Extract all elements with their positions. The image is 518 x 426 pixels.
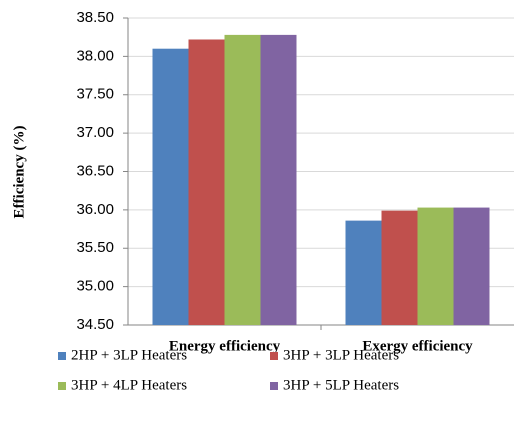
legend-swatch <box>58 382 66 390</box>
y-tick-label: 38.00 <box>76 47 114 64</box>
legend-label: 3HP + 4LP Heaters <box>71 377 187 393</box>
x-tick-label: Exergy efficiency <box>362 338 473 354</box>
bar <box>381 210 418 325</box>
y-tick-label: 35.00 <box>76 278 114 295</box>
y-tick-label: 34.50 <box>76 316 114 333</box>
legend-label: 2HP + 3LP Heaters <box>71 347 187 363</box>
bar <box>152 48 189 325</box>
bar <box>188 39 225 326</box>
y-tick-label: 36.00 <box>76 201 114 218</box>
y-tick-label: 37.00 <box>76 124 114 141</box>
bar <box>345 220 382 325</box>
bar <box>224 34 261 325</box>
y-axis-title: Efficiency (%) <box>11 126 27 219</box>
legend-swatch <box>270 382 278 390</box>
bar <box>453 207 490 325</box>
bar <box>260 34 297 325</box>
legend-label: 3HP + 5LP Heaters <box>283 377 399 393</box>
y-tick-label: 38.50 <box>76 9 114 26</box>
y-tick-label: 37.50 <box>76 86 114 103</box>
legend-swatch <box>58 352 66 360</box>
legend-label: 3HP + 3LP Heaters <box>283 347 399 363</box>
legend-swatch <box>270 352 278 360</box>
y-tick-label: 35.50 <box>76 239 114 256</box>
bar <box>417 207 454 325</box>
x-tick-label: Energy efficiency <box>169 338 281 354</box>
y-tick-label: 36.50 <box>76 162 114 179</box>
